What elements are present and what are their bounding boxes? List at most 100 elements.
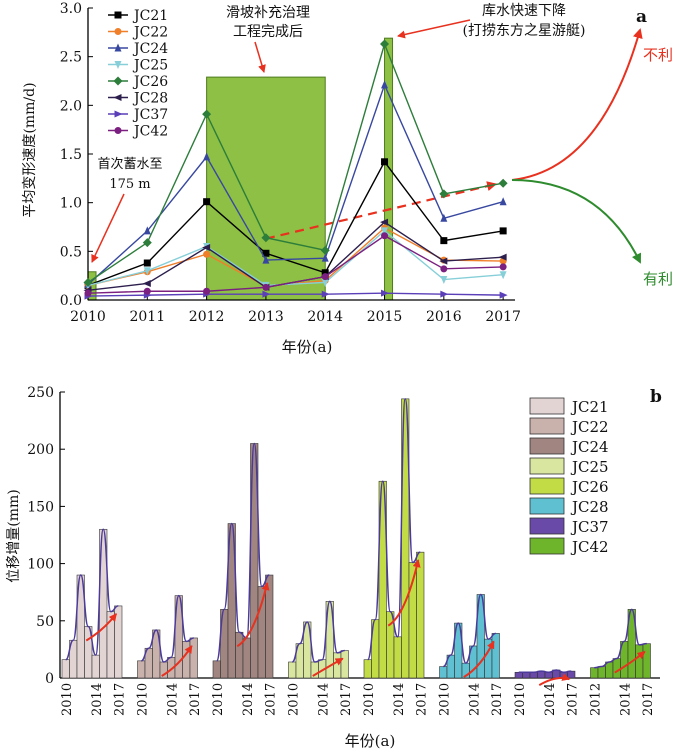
- series-line-jc21: [87, 160, 504, 287]
- y-tick-label-b: 0: [45, 671, 54, 687]
- x-tick-label-b: 2010: [513, 683, 528, 716]
- bar: [288, 661, 297, 679]
- data-point: [203, 250, 211, 258]
- series-line-jc26: [87, 41, 504, 284]
- arrow-first-impoundment: [91, 193, 125, 263]
- panel-a: 0.0 0.5 1.0 1.5 2.0 2.5 3.0 2010 2011 2012 2013 201…: [22, 1, 673, 356]
- trend-curve: [291, 600, 345, 663]
- data-point: [499, 227, 507, 235]
- panel-a-letter: a: [636, 7, 647, 27]
- arrow-reinforcement: [254, 41, 266, 73]
- trend-curve: [367, 398, 421, 661]
- x-tick-label-b: 2017: [565, 683, 580, 716]
- annotation-reinforcement-line1: 滑坡补充治理: [226, 4, 310, 21]
- data-point: [203, 198, 211, 206]
- x-tick-label-b: 2014: [90, 683, 105, 716]
- legend-label-b: JC42: [570, 538, 609, 556]
- data-point: [262, 283, 270, 291]
- legend-label-a: JC28: [132, 91, 168, 107]
- trend-arrow-dashed: [265, 181, 498, 240]
- x-tick-label-a: 2017: [485, 309, 521, 325]
- data-point: [143, 267, 151, 276]
- data-point: [498, 253, 507, 261]
- bar: [189, 637, 198, 679]
- x-tick-label-b: 2014: [241, 683, 256, 716]
- legend-label-b: JC24: [570, 438, 609, 456]
- legend-label-b: JC26: [570, 478, 609, 496]
- data-point: [262, 255, 270, 264]
- annotation-drawdown-line2: (打捞东方之星游艇): [463, 22, 586, 39]
- data-point: [203, 152, 211, 161]
- bar: [416, 551, 425, 679]
- legend-b: JC21 JC22 JC24 JC25 JC26 JC28 JC37 JC42: [528, 396, 650, 558]
- data-point: [113, 76, 123, 86]
- bar: [363, 659, 372, 679]
- bar: [612, 658, 621, 679]
- x-tick-label-b: 2012: [588, 683, 603, 716]
- bar-group-jc22: 2010 2014 2017: [135, 594, 203, 716]
- bar: [491, 633, 500, 679]
- x-axis-label-a: 年份(a): [282, 338, 333, 356]
- bar-group-jc26: 2010 2014 2017: [362, 398, 429, 716]
- y-tick-label-b: 150: [27, 499, 54, 515]
- x-tick-label-b: 2017: [188, 683, 203, 716]
- data-point: [321, 269, 329, 277]
- data-point: [143, 287, 151, 295]
- trend-lines: [265, 181, 498, 240]
- y-tick-label-a: 2.5: [60, 50, 82, 66]
- data-point: [320, 245, 330, 255]
- y-axis-label-b: 位移增量(mm): [6, 489, 22, 582]
- series-line-jc24: [87, 82, 504, 285]
- x-tick-label-b: 2014: [543, 683, 558, 716]
- x-tick-label-b: 2010: [437, 683, 452, 716]
- data-point: [380, 218, 389, 226]
- data-point: [381, 232, 389, 240]
- label-favorable: 有利: [643, 270, 673, 288]
- y-tick-label-b: 100: [27, 557, 54, 573]
- data-point: [499, 263, 507, 271]
- x-tick-label-b: 2010: [286, 683, 301, 716]
- bar: [182, 641, 191, 679]
- data-point: [381, 158, 389, 166]
- bar: [212, 660, 221, 679]
- y-tick-label-a: 1.0: [60, 196, 82, 212]
- annotation-drawdown-line1: 库水快速下降: [482, 3, 566, 19]
- data-point: [261, 233, 271, 243]
- data-point: [439, 189, 449, 199]
- y-tick-label-b: 50: [36, 614, 54, 630]
- data-point: [113, 94, 122, 101]
- x-tick-label-b: 2014: [467, 683, 482, 716]
- increase-arrow: [85, 613, 118, 642]
- data-point: [114, 11, 122, 19]
- x-tick-label-a: 2010: [70, 309, 106, 325]
- label-unfavorable: 不利: [643, 46, 673, 64]
- data-point: [143, 226, 151, 235]
- data-point: [114, 28, 122, 35]
- data-point: [202, 109, 212, 119]
- x-tick-label-b: 2014: [392, 683, 407, 716]
- legend-swatch-b: [529, 497, 565, 515]
- x-tick-label-b: 2017: [414, 683, 429, 716]
- legend-swatch-b: [529, 517, 565, 535]
- data-point: [498, 178, 508, 188]
- bar-group-jc42: 2012 2014 2017: [588, 608, 656, 716]
- data-point: [202, 243, 211, 251]
- highlight-periods: [87, 37, 394, 301]
- legend-label-b: JC28: [570, 498, 609, 516]
- bar: [597, 666, 606, 679]
- bar-group-jc25: 2010 2014 2017: [286, 600, 354, 716]
- legend-swatch-b: [529, 537, 565, 555]
- bar: [544, 671, 553, 679]
- x-tick-label-b: 2017: [112, 683, 127, 716]
- increase-arrow: [161, 645, 193, 677]
- legend-swatch-b: [529, 397, 565, 415]
- legend-label-a: JC26: [132, 74, 168, 90]
- legend-label-a: JC25: [132, 58, 168, 74]
- legend-label-b: JC37: [570, 518, 609, 536]
- bar-group-jc21: 2010 2014 2017: [60, 528, 127, 716]
- x-tick-label-b: 2010: [362, 683, 377, 716]
- data-point: [321, 253, 329, 262]
- legend-swatch-b: [529, 417, 565, 435]
- y-tick-label-b: 250: [27, 385, 54, 401]
- data-point: [203, 287, 211, 295]
